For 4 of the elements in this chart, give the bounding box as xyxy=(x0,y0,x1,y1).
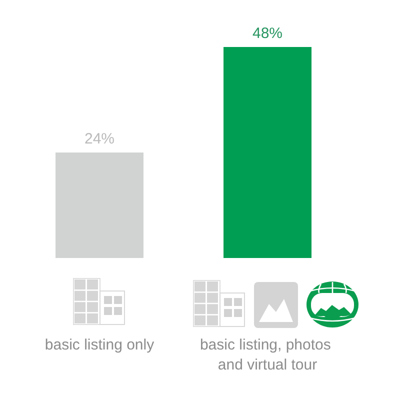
x-tick-label: basic listing, photos and virtual tour xyxy=(200,336,336,374)
data-label: 48% xyxy=(252,25,283,42)
data-label: 24% xyxy=(84,130,115,148)
x-tick-label: basic listing only xyxy=(44,336,155,354)
